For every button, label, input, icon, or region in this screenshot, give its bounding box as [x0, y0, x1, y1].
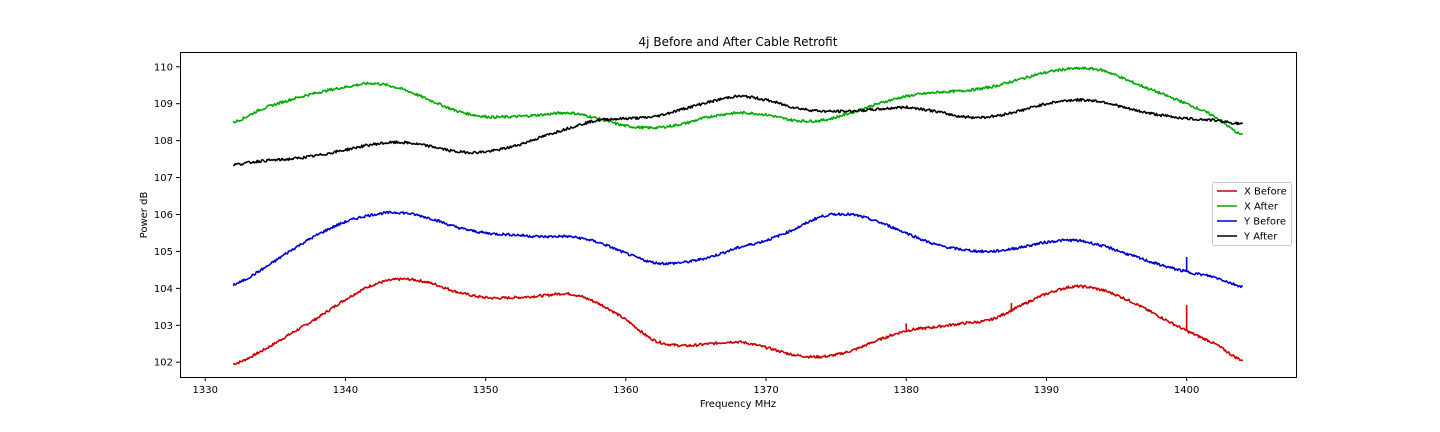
y-tick-label: 109: [154, 99, 173, 110]
plot-area: [232, 66, 1244, 366]
legend-label: Y Before: [1243, 217, 1286, 228]
y-tick-label: 110: [154, 62, 173, 73]
chart-title: 4j Before and After Cable Retrofit: [639, 35, 838, 49]
y-tick-label: 103: [154, 321, 173, 332]
x-tick-label: 1350: [473, 385, 498, 396]
legend-label: Y After: [1243, 232, 1278, 243]
plot-frame: [180, 52, 1297, 378]
x-tick-label: 1400: [1174, 385, 1199, 396]
y-tick-label: 104: [154, 284, 173, 295]
y-tick-label: 106: [154, 210, 173, 221]
series-line-y-before: [232, 210, 1244, 289]
x-tick-label: 1390: [1034, 385, 1059, 396]
x-tick-label: 1340: [333, 385, 358, 396]
legend-label: X Before: [1244, 187, 1287, 198]
y-axis-label: Power dB: [139, 192, 150, 239]
x-axis-label: Frequency MHz: [700, 399, 776, 410]
series-line-x-after: [232, 66, 1243, 136]
x-tick-label: 1380: [894, 385, 919, 396]
x-axis: 1330 1340 1350 1360 1370 1380 1390 1400: [193, 377, 1199, 396]
legend-box: [1212, 182, 1292, 246]
y-axis: 102 103 104 105 106 107 108 109 110: [154, 62, 180, 369]
y-tick-label: 108: [154, 136, 173, 147]
x-tick-label: 1330: [193, 385, 218, 396]
series-line-y-after: [233, 94, 1244, 167]
y-tick-label: 107: [154, 173, 173, 184]
series-line-x-before: [232, 277, 1244, 366]
y-tick-label: 105: [154, 247, 173, 258]
legend: X Before X After Y Before Y After: [1212, 182, 1292, 246]
y-tick-label: 102: [154, 358, 173, 369]
legend-label: X After: [1244, 202, 1279, 213]
x-tick-label: 1360: [613, 385, 638, 396]
x-tick-label: 1370: [753, 385, 778, 396]
